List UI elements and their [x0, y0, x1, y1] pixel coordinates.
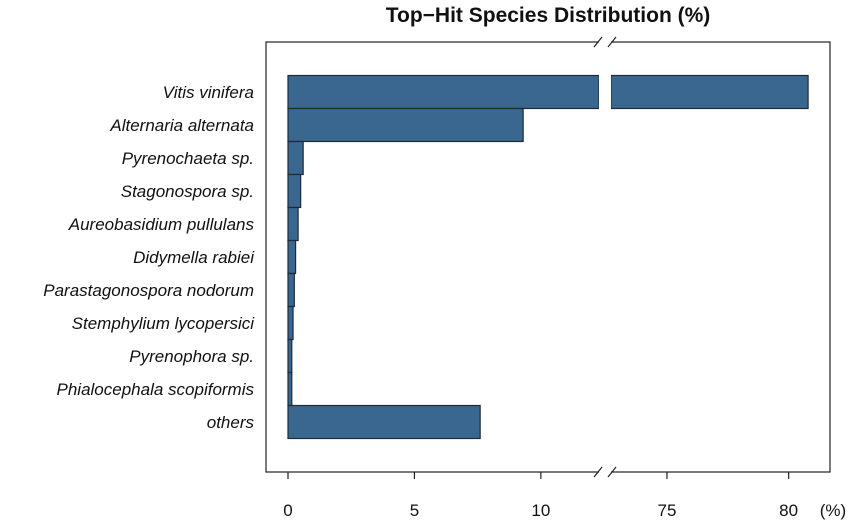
x-axis: 0 5 10 75 80 (%)	[283, 472, 846, 520]
bar	[287, 404, 481, 440]
break-mark	[607, 36, 617, 48]
chart-title: Top−Hit Species Distribution (%)	[386, 4, 711, 27]
bars	[287, 74, 809, 440]
x-tick-label: 80	[779, 501, 798, 520]
category-label: Alternaria alternata	[109, 116, 254, 135]
category-label: others	[207, 413, 255, 432]
bar	[287, 371, 293, 407]
category-label: Pyrenophora sp.	[129, 347, 254, 366]
break-mark	[593, 466, 603, 478]
category-label: Aureobasidium pullulans	[68, 215, 255, 234]
x-tick-label: 75	[658, 501, 677, 520]
bar	[287, 338, 293, 374]
bar	[287, 140, 304, 176]
bar	[610, 74, 809, 110]
plot-frame	[265, 41, 831, 473]
break-mark	[607, 466, 617, 478]
break-gap	[599, 39, 611, 475]
plot-border	[265, 41, 831, 473]
bar	[287, 239, 297, 275]
bar	[287, 107, 524, 143]
category-label: Stemphylium lycopersici	[72, 314, 256, 333]
break-mark	[593, 36, 603, 48]
bar	[287, 272, 295, 308]
category-label: Phialocephala scopiformis	[57, 380, 255, 399]
x-tick-label: 0	[283, 501, 292, 520]
bar	[287, 74, 600, 110]
category-labels: Vitis vinifera Alternaria alternata Pyreno…	[43, 83, 255, 432]
category-label: Didymella rabiei	[133, 248, 255, 267]
x-tick-label: 5	[410, 501, 419, 520]
category-label: Stagonospora sp.	[121, 182, 254, 201]
x-unit-label: (%)	[820, 501, 846, 520]
category-label: Parastagonospora nodorum	[43, 281, 254, 300]
bar	[287, 305, 294, 341]
bar	[287, 173, 302, 209]
axis-break	[593, 36, 617, 478]
bar	[287, 206, 299, 242]
category-label: Pyrenochaeta sp.	[122, 149, 254, 168]
x-tick-label: 10	[531, 501, 550, 520]
category-label: Vitis vinifera	[163, 83, 254, 102]
